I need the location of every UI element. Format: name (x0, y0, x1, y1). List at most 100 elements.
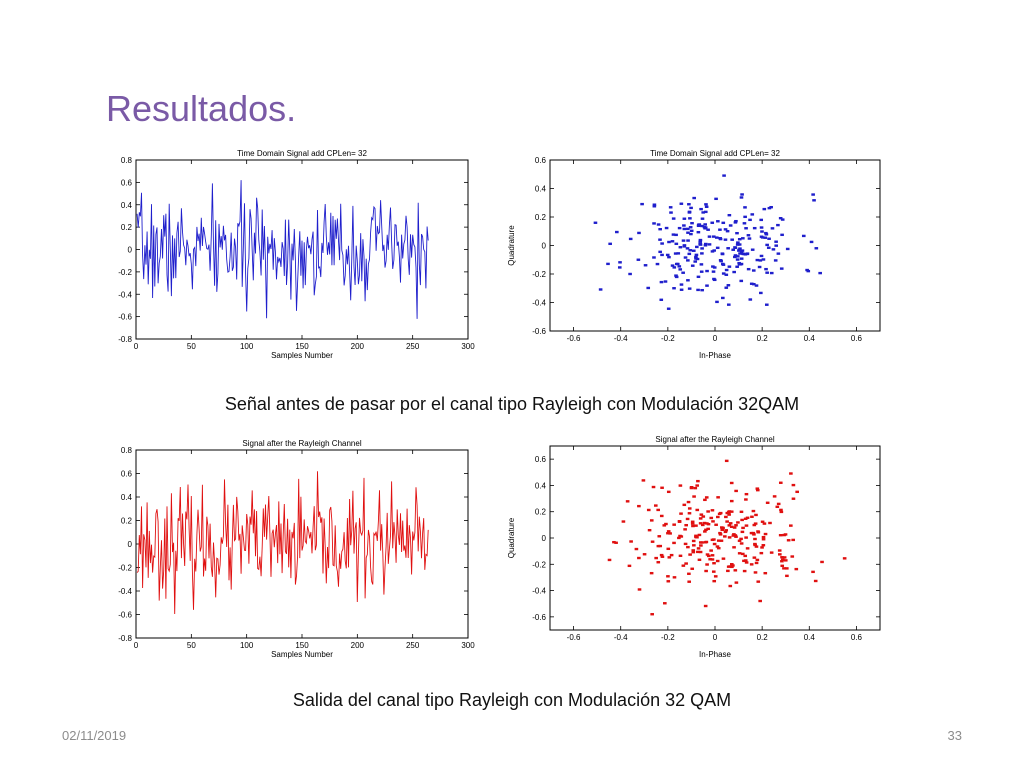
constellation-point (698, 242, 702, 246)
chart-title: Time Domain Signal add CPLen= 32 (237, 149, 367, 158)
constellation-point (744, 498, 748, 501)
constellation-point (668, 532, 672, 535)
constellation-point (739, 251, 744, 254)
plot-frame (549, 159, 881, 332)
constellation-point (741, 552, 745, 556)
constellation-point (721, 272, 726, 275)
constellation-point (659, 298, 664, 301)
constellation-point (752, 282, 756, 286)
x-axis-label: In-Phase (699, 351, 732, 360)
constellation-point (740, 518, 744, 522)
constellation-point (715, 300, 719, 304)
constellation-point (696, 223, 701, 227)
constellation-point (646, 286, 651, 290)
constellation-point (653, 504, 658, 507)
constellation-point (760, 236, 765, 239)
constellation-point (756, 580, 761, 583)
constellation-point (731, 564, 735, 567)
constellation-point (690, 567, 695, 570)
constellation-point (698, 541, 703, 544)
constellation-point (782, 533, 786, 537)
constellation-point (710, 558, 715, 561)
constellation-point (710, 250, 715, 253)
constellation-point (715, 559, 720, 563)
y-tick-label: -0.8 (118, 634, 132, 643)
constellation-point (751, 269, 756, 272)
constellation-point (737, 248, 741, 252)
constellation-point (699, 270, 704, 273)
y-tick-label: 0.2 (121, 223, 133, 232)
constellation-point (683, 256, 688, 259)
constellation-point (756, 531, 761, 534)
y-tick-label: 0.8 (121, 156, 133, 165)
constellation-point (712, 266, 717, 269)
constellation-point (696, 231, 701, 234)
constellation-point (686, 500, 691, 504)
constellation-point (687, 507, 692, 510)
constellation-point (767, 237, 771, 240)
constellation-point (700, 217, 705, 220)
constellation-point (655, 262, 660, 266)
y-tick-label: -0.4 (532, 299, 546, 308)
constellation-point (754, 513, 758, 517)
constellation-point (688, 226, 693, 229)
x-tick-label: 0 (134, 342, 139, 351)
constellation-point (791, 497, 796, 500)
constellation-point (723, 238, 728, 241)
x-tick-label: -0.2 (661, 334, 675, 343)
constellation-point (656, 561, 661, 564)
constellation-point (674, 275, 679, 279)
y-tick-label: -0.2 (532, 560, 546, 569)
constellation-point (712, 277, 716, 281)
constellation-point (750, 515, 754, 518)
constellation-point (677, 226, 682, 230)
constellation-point (637, 231, 641, 235)
constellation-point (687, 580, 691, 583)
y-tick-label: -0.2 (532, 270, 546, 279)
constellation-point (672, 266, 677, 269)
constellation-point (749, 531, 754, 535)
constellation-point (652, 222, 656, 225)
constellation-point (791, 483, 796, 487)
constellation-point (662, 524, 667, 527)
constellation-point (654, 556, 658, 560)
constellation-point (666, 530, 671, 533)
constellation-point (716, 496, 720, 499)
constellation-point (665, 253, 670, 257)
y-tick-label: 0.2 (535, 213, 547, 222)
constellation-point (721, 526, 725, 530)
constellation-point (649, 571, 654, 575)
constellation-point (749, 282, 754, 285)
constellation-point (766, 246, 771, 249)
constellation-point (778, 216, 783, 220)
constellation-point (755, 258, 760, 262)
constellation-point (789, 524, 793, 527)
constellation-point (735, 258, 740, 261)
constellation-point (790, 555, 795, 558)
constellation-point (705, 553, 710, 556)
constellation-point (774, 244, 779, 247)
constellation-point (682, 503, 687, 507)
constellation-point (679, 283, 684, 286)
constellation-point (695, 245, 699, 249)
constellation-point (759, 291, 763, 295)
constellation-point (695, 257, 700, 261)
constellation-point (621, 520, 626, 523)
constellation-point (670, 264, 675, 267)
y-tick-label: -0.6 (532, 327, 546, 336)
signal-line (136, 471, 429, 615)
constellation-point (718, 531, 722, 535)
y-tick-label: 0 (128, 540, 133, 549)
constellation-point (692, 196, 696, 200)
constellation-point (753, 542, 757, 546)
constellation-point (728, 522, 733, 525)
constellation-point (700, 247, 704, 250)
constellation-point (687, 210, 692, 214)
constellation-point (745, 252, 750, 255)
x-tick-label: 150 (295, 641, 309, 650)
constellation-point (733, 246, 737, 249)
constellation-point (677, 265, 682, 268)
constellation-point (650, 613, 654, 616)
constellation-point (758, 599, 762, 603)
constellation-point (736, 241, 740, 244)
